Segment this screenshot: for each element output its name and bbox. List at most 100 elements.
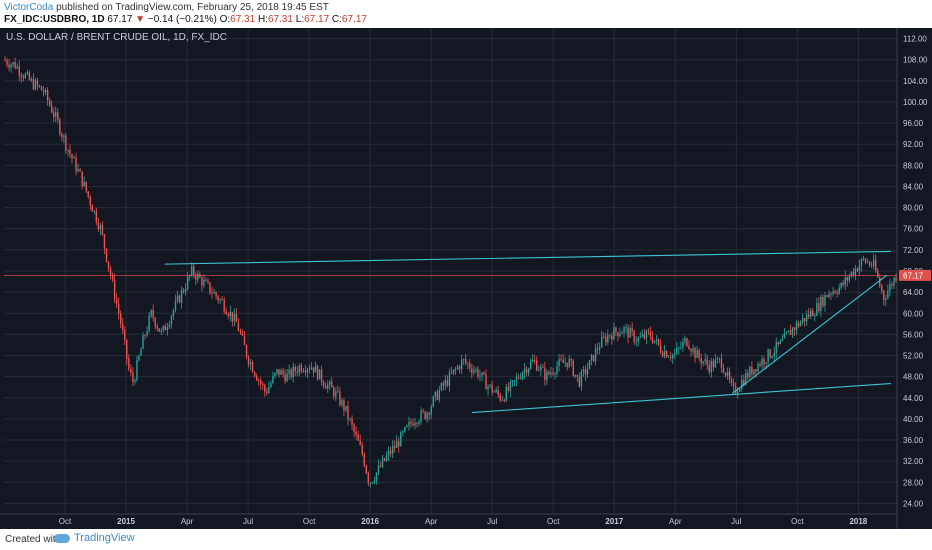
- candle-body: [304, 371, 307, 373]
- candle-body: [745, 372, 747, 385]
- candle-body: [249, 362, 252, 365]
- candle-body: [420, 410, 422, 422]
- candle-body: [365, 465, 367, 474]
- x-tick-label: Apr: [181, 517, 194, 526]
- candle-body: [822, 297, 824, 307]
- candle-body: [404, 427, 406, 432]
- candle-body: [107, 261, 110, 269]
- candle-body: [193, 266, 195, 275]
- y-tick-label: 36.00: [903, 436, 924, 445]
- candle-body: [454, 369, 457, 370]
- candle-body: [32, 78, 35, 90]
- candle-body: [264, 385, 266, 392]
- candle-body: [111, 275, 114, 280]
- candle-body: [887, 290, 889, 299]
- candle-body: [272, 375, 274, 384]
- candle-body: [554, 373, 556, 375]
- candle-body: [73, 157, 75, 159]
- candle-body: [456, 366, 459, 370]
- candle-body: [345, 405, 347, 411]
- candle-body: [568, 358, 570, 367]
- candle-body: [109, 268, 112, 276]
- tradingview-logo[interactable]: TradingView: [54, 532, 135, 544]
- candle-body: [71, 154, 73, 159]
- candle-body: [517, 377, 520, 379]
- candle-body: [694, 347, 696, 358]
- candle-body: [396, 441, 398, 448]
- y-tick-label: 112.00: [903, 35, 927, 44]
- candle-body: [706, 359, 708, 365]
- candle-body: [885, 298, 887, 301]
- candle-body: [444, 379, 447, 386]
- y-tick-label: 96.00: [903, 119, 924, 128]
- candle-body: [253, 372, 256, 376]
- open-value: 67.31: [230, 14, 256, 25]
- candle-body: [146, 330, 148, 336]
- candle-body: [477, 369, 479, 377]
- candle-body: [209, 282, 211, 293]
- candle-body: [91, 205, 93, 212]
- candle-body: [144, 335, 146, 336]
- candle-body: [751, 366, 753, 375]
- close-label: C:: [331, 14, 342, 25]
- x-tick-label: Jul: [731, 517, 741, 526]
- quote-line: FX_IDC:USDBRO, 1D 67.17 ▼ −0.14 (−0.21%)…: [4, 14, 367, 25]
- candle-body: [426, 413, 428, 419]
- candle-body: [789, 330, 792, 335]
- candle-body: [164, 325, 167, 331]
- candle-body: [690, 349, 692, 352]
- candle-body: [881, 285, 883, 291]
- candle-body: [801, 317, 804, 323]
- candle-body: [432, 396, 434, 407]
- candle-body: [162, 325, 165, 331]
- candle-body: [333, 387, 335, 397]
- candle-body: [44, 89, 47, 93]
- candle-body: [582, 369, 585, 372]
- candle-body: [840, 282, 842, 288]
- candle-body: [779, 340, 782, 345]
- candle-body: [359, 440, 361, 445]
- candle-body: [316, 365, 319, 380]
- candle-body: [34, 80, 37, 90]
- candle-body: [716, 358, 719, 360]
- candle-body: [763, 358, 765, 364]
- candle-body: [562, 360, 564, 363]
- candle-body: [546, 371, 548, 381]
- candle-body: [63, 135, 65, 137]
- low-label: L:: [295, 14, 305, 25]
- price-chart[interactable]: 112.00 108.00 104.00 100.00 96.00 92.00 88.00 8…: [0, 28, 932, 529]
- candle-body: [324, 385, 327, 389]
- candle-body: [797, 322, 800, 327]
- candle-body: [874, 259, 877, 272]
- candle-body: [140, 349, 142, 356]
- candle-body: [619, 333, 621, 337]
- candle-body: [753, 369, 755, 375]
- candle-body: [641, 334, 643, 337]
- candle-body: [511, 380, 514, 383]
- candle-body: [816, 303, 818, 316]
- candle-body: [598, 347, 601, 350]
- chart-area[interactable]: 112.00 108.00 104.00 100.00 96.00 92.00 88.00 8…: [0, 28, 932, 529]
- candle-body: [383, 458, 386, 461]
- author-link[interactable]: VictorCoda: [4, 2, 54, 13]
- candle-body: [10, 64, 12, 68]
- candle-body: [440, 383, 443, 391]
- tradingview-brand: TradingView: [74, 532, 135, 544]
- candle-body: [371, 482, 374, 484]
- candle-body: [749, 366, 751, 378]
- candle-body: [893, 277, 895, 286]
- candle-body: [718, 358, 721, 360]
- candle-body: [791, 327, 794, 335]
- candle-body: [686, 338, 688, 346]
- y-tick-label: 44.00: [903, 394, 924, 403]
- candle-body: [507, 386, 510, 391]
- candle-body: [8, 64, 10, 68]
- candle-body: [203, 279, 205, 286]
- candle-body: [814, 315, 816, 317]
- y-tick-label: 84.00: [903, 182, 924, 191]
- candle-body: [795, 322, 798, 331]
- candle-body: [239, 330, 242, 334]
- candle-body: [87, 191, 89, 197]
- x-tick-label: Oct: [59, 517, 72, 526]
- candle-body: [773, 352, 775, 357]
